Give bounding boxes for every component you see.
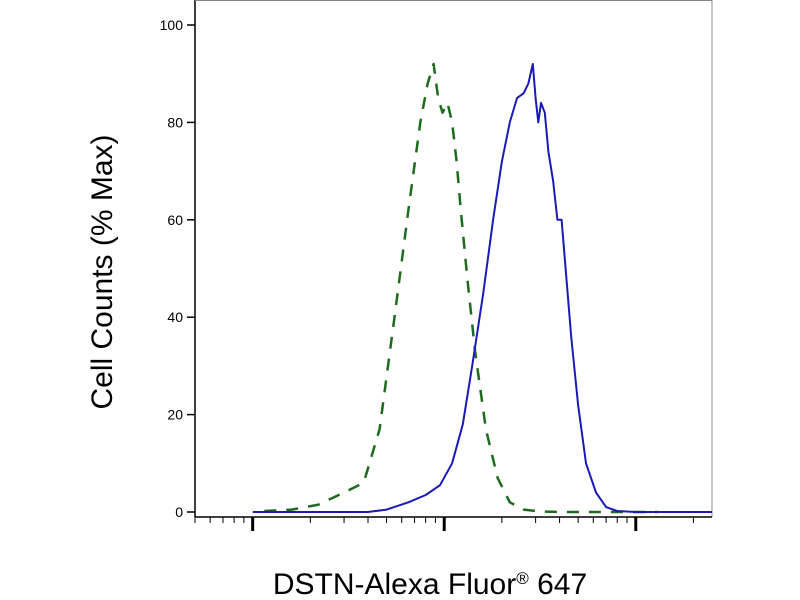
plot-frame [194,0,713,518]
y-tick-label: 100 [160,17,184,33]
isotype-control-histogram [264,62,658,514]
y-tick-label: 0 [175,504,183,520]
series-layer [252,62,712,514]
dstn-histogram [252,63,712,513]
x-axis-title-sup: ® [516,569,529,588]
x-axis-ticks [194,517,694,531]
y-tick-label: 20 [167,407,183,423]
y-tick-label: 80 [167,114,183,130]
y-axis-ticks: 0 20 40 60 80 100 [160,17,195,520]
x-axis-title-suffix: 647 [529,568,587,600]
y-tick-label: 40 [167,309,183,325]
x-axis-title: DSTN-Alexa Fluor® 647 [273,568,587,600]
y-axis-title: Cell Counts (% Max) [86,134,119,409]
x-axis-title-main: DSTN-Alexa Fluor [273,568,516,600]
y-tick-label: 60 [167,212,183,228]
